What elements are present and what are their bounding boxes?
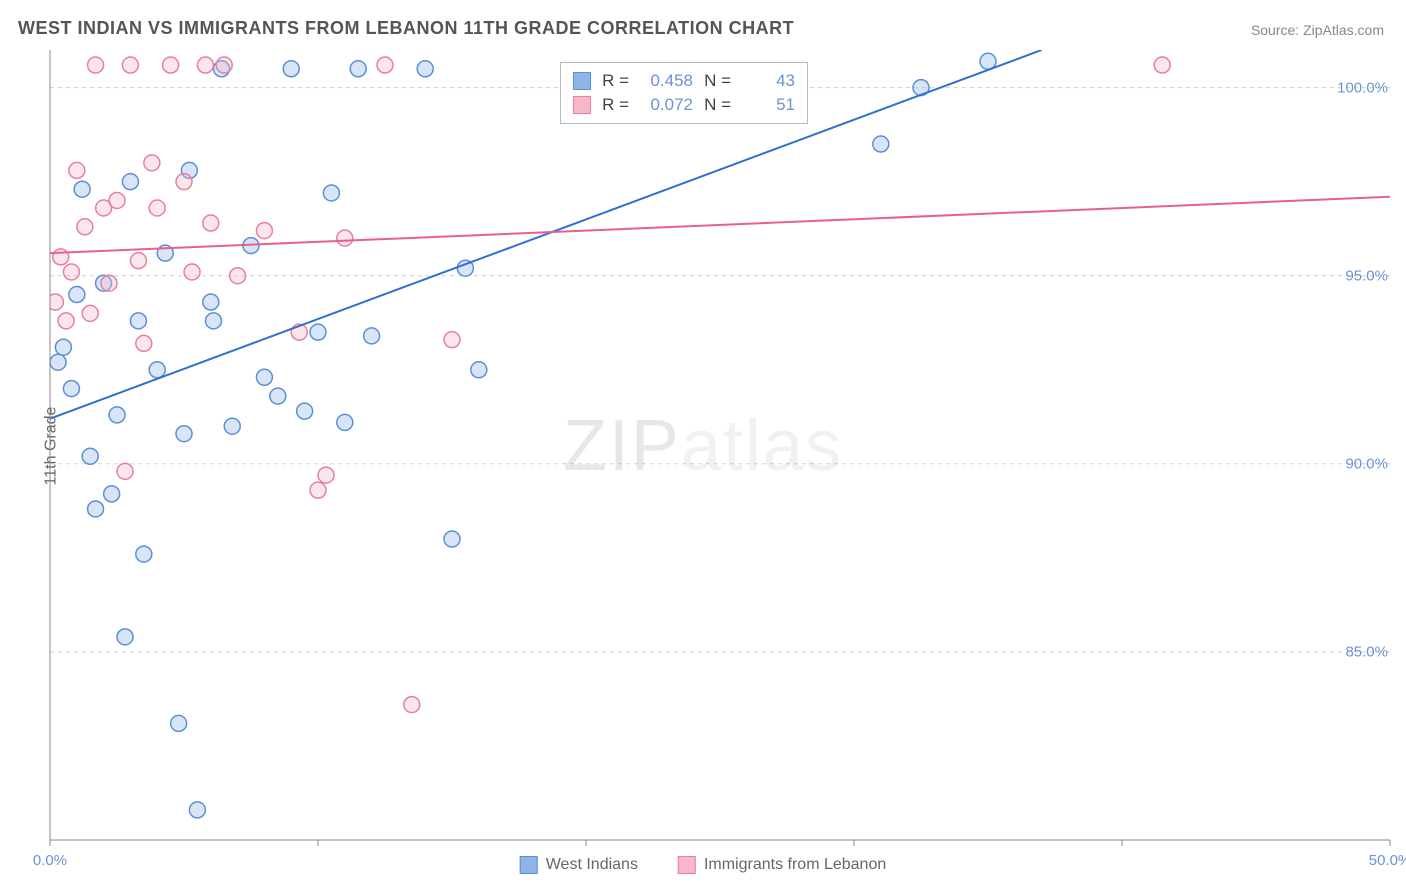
bottom-legend: West Indians Immigrants from Lebanon (520, 856, 887, 874)
stats-row: R =0.458N =43 (573, 69, 795, 93)
y-tick-label: 95.0% (1345, 267, 1388, 284)
y-tick-label: 100.0% (1337, 79, 1388, 96)
x-tick-label: 0.0% (33, 852, 67, 869)
legend-item: West Indians (520, 856, 638, 874)
stats-row: R =0.072N =51 (573, 93, 795, 117)
y-tick-label: 85.0% (1345, 643, 1388, 660)
legend-item: Immigrants from Lebanon (678, 856, 886, 874)
x-tick-label: 50.0% (1369, 852, 1406, 869)
chart-canvas (0, 0, 1406, 892)
y-tick-label: 90.0% (1345, 455, 1388, 472)
correlation-stats-box: R =0.458N =43R =0.072N =51 (560, 62, 808, 124)
